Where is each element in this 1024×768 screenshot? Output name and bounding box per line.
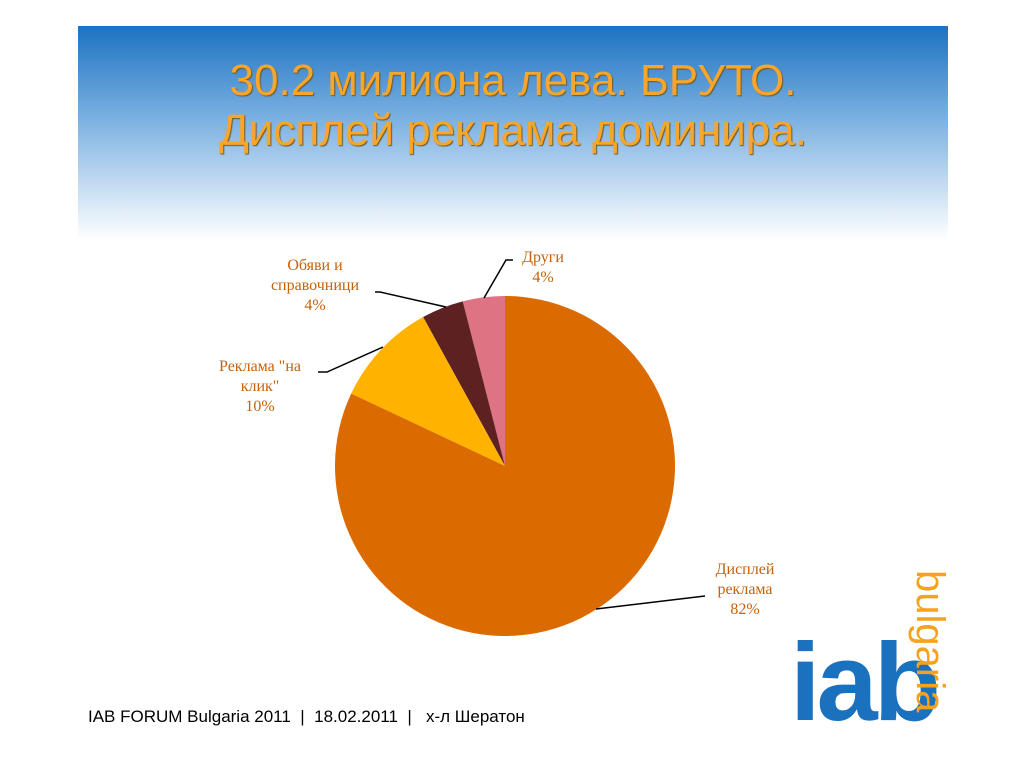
value-label: 4% — [304, 297, 326, 314]
value-label: 82% — [730, 601, 760, 618]
leader-line — [318, 346, 384, 373]
value-label: 4% — [532, 269, 554, 286]
pie-slice — [462, 296, 505, 466]
leader-line — [375, 291, 447, 308]
value-label: 10% — [245, 398, 275, 415]
header-band: 30.2 милиона лева. БРУТО. Дисплей реклам… — [78, 26, 948, 240]
footer: IAB FORUM Bulgaria 2011 | 18.02.2011 | х… — [88, 707, 525, 726]
category-label: Реклама "на клик" — [219, 358, 301, 395]
data-label: Дисплей реклама 82% — [690, 560, 800, 620]
category-label: Дисплей реклама — [715, 561, 775, 598]
category-label: Обяви и справочници — [270, 257, 360, 294]
data-label: Реклама "на клик" 10% — [200, 357, 320, 417]
slide-title: Дисплей реклама доминира. — [219, 106, 807, 155]
data-label: Други 4% — [510, 248, 576, 288]
logo: iab — [790, 621, 941, 744]
slide-title: 30.2 милиона лева. БРУТО. — [229, 56, 797, 105]
data-label: Обяви и справочници 4% — [250, 256, 380, 316]
category-label: Други — [522, 249, 564, 266]
pie-slice — [335, 296, 675, 636]
pie-slice — [351, 317, 505, 466]
leader-line — [483, 259, 513, 299]
pie-slice — [423, 301, 505, 466]
logo-subtitle: bulgaria — [908, 570, 952, 713]
leader-line — [595, 595, 706, 610]
